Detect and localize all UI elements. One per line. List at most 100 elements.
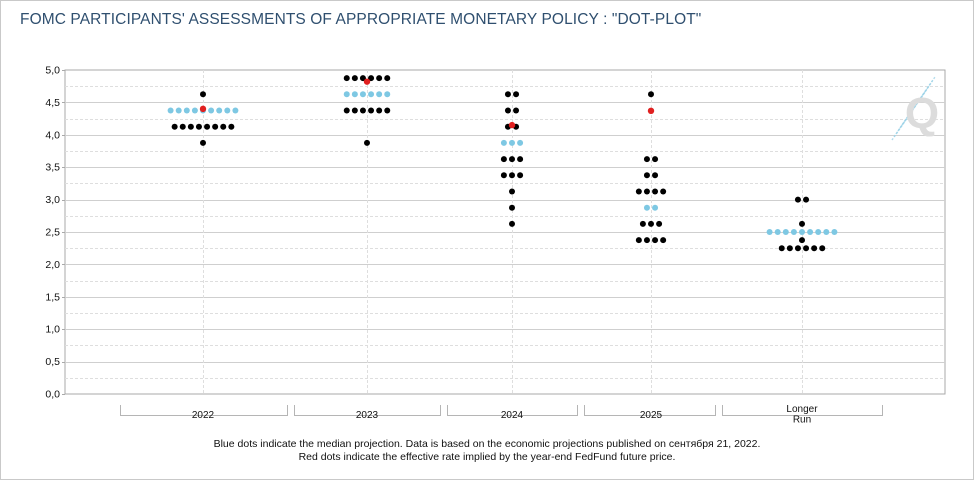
participant-dot [509, 220, 515, 227]
median-dot [815, 229, 822, 235]
footnote-median: Blue dots indicate the median projection… [213, 438, 761, 450]
participant-dot [652, 156, 659, 163]
participant-dot [660, 237, 667, 244]
participant-dot [195, 123, 202, 130]
implied-rate-dot [363, 78, 371, 85]
participant-dot [639, 220, 646, 227]
y-tick-label: 4,0 [45, 129, 60, 141]
participant-dot [778, 245, 785, 252]
median-dot [799, 229, 805, 235]
median-dot [517, 139, 524, 146]
participant-dot [376, 107, 383, 114]
participant-dot [794, 245, 801, 252]
participant-dot [212, 123, 219, 130]
median-dot [183, 107, 190, 114]
implied-rate-dot [508, 121, 516, 129]
implied-rate-dot [199, 105, 207, 113]
participant-dot [799, 237, 805, 244]
median-dot [167, 107, 174, 114]
participant-dot [643, 188, 650, 195]
median-dot [351, 91, 358, 98]
y-tick-label: 5,0 [45, 65, 60, 77]
participant-dot [500, 156, 507, 163]
participant-dot [794, 196, 801, 203]
x-tick-label: 2023 [356, 410, 379, 421]
category-bracket [447, 405, 578, 416]
y-tick-label: 2,0 [45, 259, 60, 271]
participant-dot [660, 188, 667, 195]
median-dot [175, 107, 182, 114]
participant-dot [228, 123, 235, 130]
participant-dot [648, 220, 654, 227]
participant-dot [187, 123, 194, 130]
participant-dot [359, 75, 366, 82]
participant-dot [509, 172, 515, 179]
x-tick-label: Longer [786, 404, 818, 415]
median-dot [766, 229, 773, 235]
participant-dot [368, 75, 375, 82]
median-dot [831, 229, 838, 235]
x-tick-label: 2025 [640, 410, 663, 421]
category-bracket [584, 405, 716, 416]
category-bracket [722, 405, 883, 416]
participant-dot [517, 156, 524, 163]
logo: Q [891, 76, 939, 141]
participant-dot [509, 156, 515, 163]
median-dot [368, 91, 375, 98]
participant-dot [652, 237, 659, 244]
participant-dot [509, 188, 515, 195]
median-dot [790, 229, 797, 235]
category-bracket [294, 405, 441, 416]
participant-dot [368, 107, 375, 114]
participant-dot [652, 172, 659, 179]
implied-rate-dot [647, 107, 655, 115]
participant-dot [656, 220, 663, 227]
participant-dot [376, 75, 383, 82]
participant-dot [343, 107, 350, 114]
participant-dot [200, 91, 206, 98]
participant-dot [204, 123, 211, 130]
logo-stripe [901, 76, 936, 126]
participant-dot [652, 188, 659, 195]
median-dot [774, 229, 781, 235]
participant-dot [819, 245, 826, 252]
median-dot [224, 107, 231, 114]
x-tick-label: 2022 [192, 410, 215, 421]
participant-dot [643, 237, 650, 244]
dot-series [167, 75, 838, 252]
participant-dot [179, 123, 186, 130]
participant-dot [799, 220, 805, 227]
footnote-implied: Red dots indicate the effective rate imp… [298, 451, 676, 463]
participant-dot [359, 107, 366, 114]
y-axis: 0,0 0,5 1,0 1,5 2,0 2,5 3,0 3,5 4,0 4,5 5,0 [45, 65, 65, 401]
participant-dot [500, 172, 507, 179]
participant-dot [513, 107, 520, 114]
median-dot [376, 91, 383, 98]
median-dot [216, 107, 223, 114]
participant-dot [517, 172, 524, 179]
participant-dot [635, 188, 642, 195]
median-dot [208, 107, 215, 114]
y-tick-label: 4,5 [45, 97, 60, 109]
participant-dot [351, 107, 358, 114]
y-tick-label: 2,5 [45, 227, 60, 239]
participant-dot [648, 91, 654, 98]
participant-dot [384, 107, 391, 114]
grid-lines [64, 69, 946, 395]
participant-dot [171, 123, 178, 130]
participant-dot [504, 107, 511, 114]
participant-dot [504, 91, 511, 98]
median-dot [782, 229, 789, 235]
median-dot [384, 91, 391, 98]
category-bracket [120, 405, 288, 416]
median-dot [359, 91, 366, 98]
participant-dot [643, 156, 650, 163]
participant-dot [643, 172, 650, 179]
chart-title: FOMC PARTICIPANTS' ASSESSMENTS OF APPROP… [20, 11, 702, 28]
participant-dot [200, 139, 206, 146]
participant-dot [509, 204, 515, 211]
median-dot [643, 204, 650, 211]
participant-dot [803, 245, 810, 252]
